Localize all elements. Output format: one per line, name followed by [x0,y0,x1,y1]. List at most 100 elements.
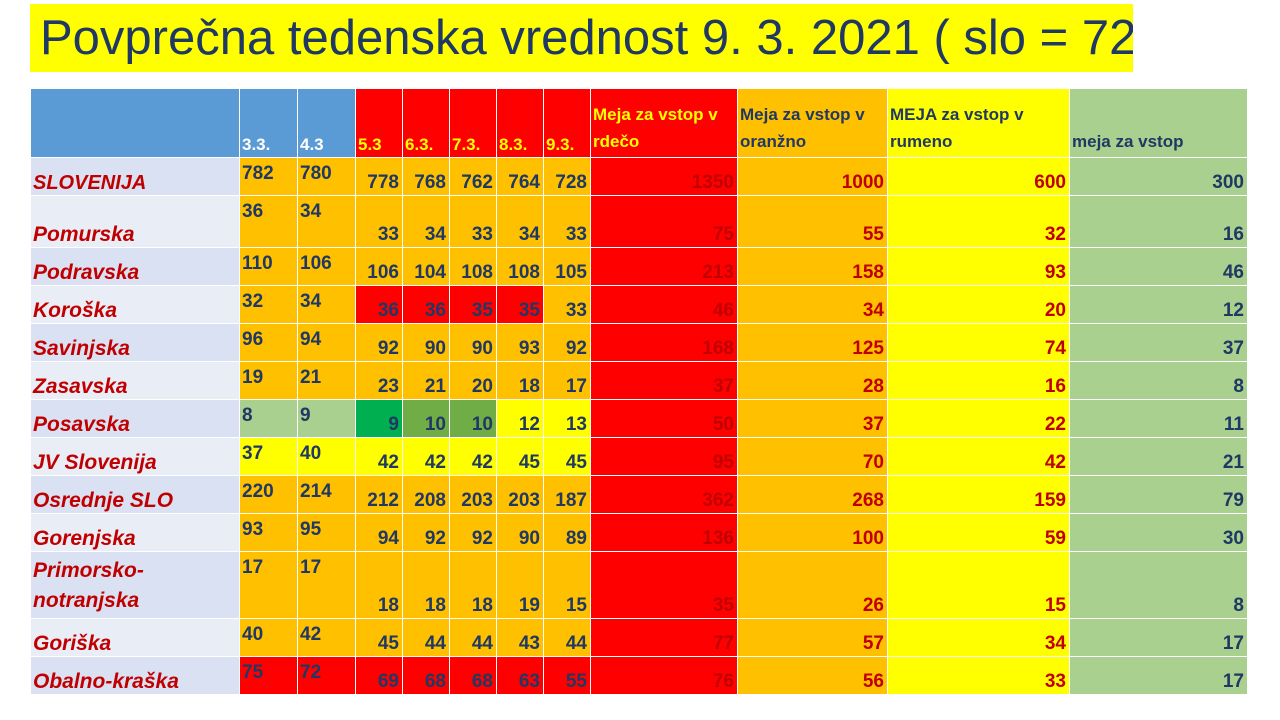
red-threshold-cell: 37 [590,361,738,400]
green-threshold-cell: 17 [1069,656,1248,695]
table-row: Koroška 32 34 36 36 35 35 33 46 34 20 12 [30,285,1248,324]
table-row: Pomurska 36 34 33 34 33 34 33 75 55 32 16 [30,195,1248,248]
weekly-value-cell: 89 [543,513,591,552]
header-yellow-threshold: MEJA za vstop v rumeno [887,88,1070,158]
green-threshold-cell: 16 [1069,195,1248,248]
weekly-value-cell: 43 [496,618,544,657]
red-threshold-cell: 1350 [590,157,738,196]
weekly-value-cell: 90 [402,323,450,362]
weekly-value-cell: 106 [355,247,403,286]
weekly-value-cell: 8 [239,399,298,438]
weekly-value-cell: 34 [402,195,450,248]
green-threshold-cell: 79 [1069,475,1248,514]
weekly-value-cell: 15 [543,551,591,619]
orange-threshold-cell: 100 [737,513,888,552]
weekly-value-cell: 34 [297,285,356,324]
orange-threshold-cell: 125 [737,323,888,362]
weekly-value-cell: 42 [402,437,450,476]
weekly-value-cell: 10 [449,399,497,438]
region-name: Goriška [30,618,240,657]
weekly-value-cell: 42 [297,618,356,657]
table-row: Goriška 40 42 45 44 44 43 44 77 57 34 17 [30,618,1248,657]
weekly-value-cell: 92 [543,323,591,362]
header-red-threshold: Meja za vstop v rdečo [590,88,738,158]
weekly-value-cell: 68 [402,656,450,695]
header-date: 9.3. [543,88,591,158]
table-row: Primorsko-notranjska 17 17 18 18 18 19 15 35 26 15… [30,551,1248,619]
weekly-value-cell: 36 [402,285,450,324]
red-threshold-cell: 213 [590,247,738,286]
green-threshold-cell: 30 [1069,513,1248,552]
weekly-value-cell: 93 [239,513,298,552]
weekly-value-cell: 18 [355,551,403,619]
table-row: SLOVENIJA 782 780 778 768 762 764 728 1350 1000 60… [30,157,1248,196]
orange-threshold-cell: 70 [737,437,888,476]
weekly-value-cell: 92 [402,513,450,552]
weekly-value-cell: 203 [449,475,497,514]
green-threshold-cell: 21 [1069,437,1248,476]
table-row: Posavska 8 9 9 10 10 12 13 50 37 22 11 [30,399,1248,438]
weekly-value-cell: 95 [297,513,356,552]
weekly-value-cell: 35 [496,285,544,324]
weekly-value-cell: 35 [449,285,497,324]
yellow-threshold-cell: 600 [887,157,1070,196]
weekly-value-cell: 19 [496,551,544,619]
region-name: Posavska [30,399,240,438]
orange-threshold-cell: 57 [737,618,888,657]
weekly-value-cell: 33 [355,195,403,248]
yellow-threshold-cell: 74 [887,323,1070,362]
weekly-value-cell: 44 [402,618,450,657]
red-threshold-cell: 168 [590,323,738,362]
weekly-value-cell: 220 [239,475,298,514]
table-row: Podravska 110 106 106 104 108 108 105 213 158 93 46 [30,247,1248,286]
red-threshold-cell: 35 [590,551,738,619]
region-name: Savinjska [30,323,240,362]
weekly-value-cell: 96 [239,323,298,362]
weekly-value-cell: 94 [297,323,356,362]
header-date: 8.3. [496,88,544,158]
weekly-value-cell: 45 [543,437,591,476]
weekly-value-cell: 37 [239,437,298,476]
weekly-value-cell: 45 [496,437,544,476]
orange-threshold-cell: 56 [737,656,888,695]
weekly-value-cell: 17 [543,361,591,400]
weekly-value-cell: 9 [297,399,356,438]
header-green-threshold: meja za vstop [1069,88,1248,158]
green-threshold-cell: 8 [1069,551,1248,619]
header-row: 3.3. 4.3 5.3 6.3. 7.3. 8.3. 9.3. Meja za… [30,88,1248,158]
weekly-value-cell: 45 [355,618,403,657]
region-name: Zasavska [30,361,240,400]
header-date: 4.3 [297,88,356,158]
weekly-value-cell: 69 [355,656,403,695]
weekly-value-cell: 42 [355,437,403,476]
red-threshold-cell: 136 [590,513,738,552]
orange-threshold-cell: 34 [737,285,888,324]
header-region [30,88,240,158]
yellow-threshold-cell: 59 [887,513,1070,552]
weekly-value-cell: 12 [496,399,544,438]
region-name: SLOVENIJA [30,157,240,196]
weekly-value-cell: 92 [449,513,497,552]
orange-threshold-cell: 158 [737,247,888,286]
orange-threshold-cell: 26 [737,551,888,619]
weekly-value-cell: 18 [449,551,497,619]
green-threshold-cell: 12 [1069,285,1248,324]
green-threshold-cell: 8 [1069,361,1248,400]
weekly-value-cell: 19 [239,361,298,400]
weekly-value-cell: 20 [449,361,497,400]
weekly-value-cell: 63 [496,656,544,695]
weekly-value-cell: 23 [355,361,403,400]
weekly-value-cell: 13 [543,399,591,438]
header-date: 7.3. [449,88,497,158]
weekly-value-cell: 75 [239,656,298,695]
weekly-value-cell: 187 [543,475,591,514]
yellow-threshold-cell: 20 [887,285,1070,324]
regional-thresholds-table: 3.3. 4.3 5.3 6.3. 7.3. 8.3. 9.3. Meja za… [30,88,1248,695]
weekly-value-cell: 18 [402,551,450,619]
table-row: Savinjska 96 94 92 90 90 93 92 168 125 74 37 [30,323,1248,362]
weekly-value-cell: 34 [496,195,544,248]
page-title: Povprečna tedenska vrednost 9. 3. 2021 (… [30,4,1133,72]
weekly-value-cell: 214 [297,475,356,514]
red-threshold-cell: 95 [590,437,738,476]
weekly-value-cell: 764 [496,157,544,196]
